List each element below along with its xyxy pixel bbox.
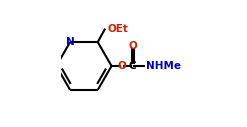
Text: O: O	[128, 41, 137, 51]
Text: N: N	[66, 37, 75, 47]
Text: O: O	[118, 61, 126, 71]
Text: C: C	[129, 61, 136, 71]
Text: NHMe: NHMe	[146, 61, 181, 71]
Text: OEt: OEt	[108, 24, 129, 34]
